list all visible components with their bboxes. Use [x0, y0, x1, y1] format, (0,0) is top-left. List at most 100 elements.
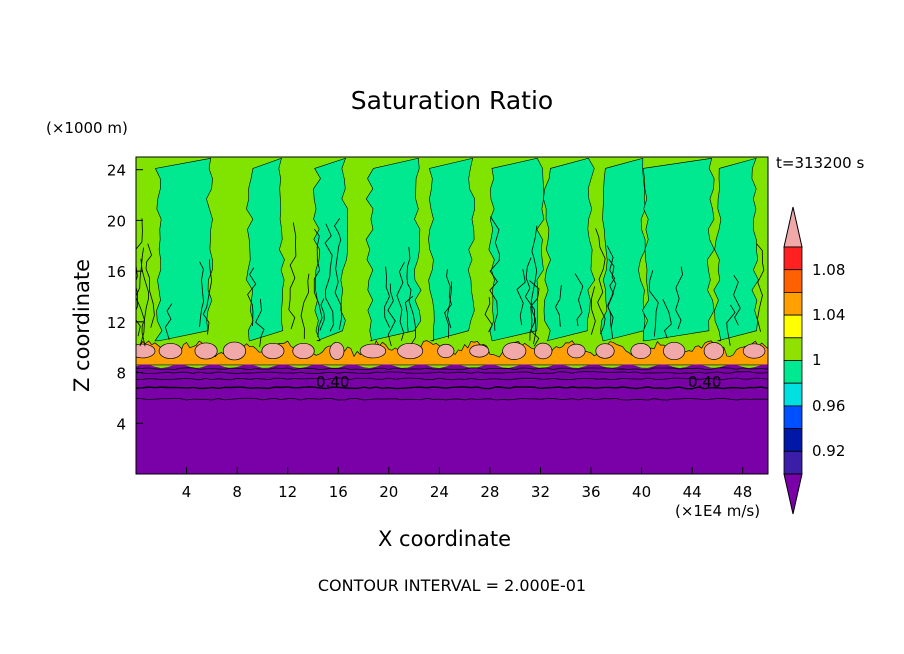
- x-tick-label: 48: [733, 483, 752, 501]
- moist-column: [600, 157, 646, 342]
- supersaturation-cell: [663, 341, 686, 361]
- y-tick-label: 12: [107, 314, 126, 332]
- colorbar-segment: [783, 450, 803, 475]
- contour-line: [516, 269, 526, 326]
- contour-line: [529, 280, 540, 347]
- moist-column: [713, 157, 759, 342]
- colorbar-top-arrow: [783, 206, 803, 248]
- supersaturation-cell: [136, 343, 156, 359]
- supersaturation-cell: [502, 342, 527, 360]
- contour-line: [590, 286, 596, 335]
- contour-line: [484, 297, 493, 333]
- x-axis: 4 8 12 16 20 24 28 32 36 40 44 48: [182, 467, 752, 501]
- supersaturation-cell: [158, 343, 183, 359]
- contour-line: [384, 266, 391, 328]
- supersaturation-cell: [292, 342, 315, 360]
- x-tick-label: 16: [329, 483, 348, 501]
- plot-frame: [135, 156, 769, 475]
- x-axis-units: (×1E4 m/s): [675, 502, 761, 520]
- colorbar-segment: [783, 291, 803, 316]
- contour-line: [406, 246, 416, 345]
- contour-line: [145, 243, 155, 328]
- supersaturation-cell: [742, 343, 766, 359]
- contour-line: [675, 266, 683, 330]
- moist-column: [428, 157, 476, 342]
- y-tick-label: 8: [116, 365, 126, 383]
- colorbar-segment: [783, 360, 803, 384]
- x-tick-label: 12: [278, 483, 297, 501]
- contour-interval-note: CONTOUR INTERVAL = 2.000E-01: [317, 576, 587, 595]
- colorbar-segment: [783, 269, 803, 293]
- supersaturation-cell: [469, 344, 490, 358]
- supersaturation-cell: [437, 343, 455, 359]
- contour-line: [255, 298, 265, 348]
- colorbar-label: 1: [812, 351, 822, 369]
- contour-line: [288, 222, 297, 330]
- contour-line: [606, 245, 616, 329]
- y-axis: 4 8 12 16 20 24: [107, 162, 143, 433]
- supersaturation-cell: [261, 342, 285, 360]
- contour-line: [574, 273, 584, 327]
- supersaturation-cell: [533, 342, 553, 360]
- x-tick-label: 36: [581, 483, 600, 501]
- x-tick-label: 40: [632, 483, 651, 501]
- moist-column: [313, 157, 349, 342]
- moist-column: [642, 157, 715, 342]
- x-tick-label: 24: [430, 483, 449, 501]
- contour-line: [595, 228, 606, 335]
- y-axis-units: (×1000 m): [46, 119, 128, 137]
- colorbar-bottom-arrow: [783, 473, 803, 515]
- supersaturation-cell: [397, 342, 424, 360]
- colorbar-label: 0.92: [812, 442, 845, 460]
- x-tick-label: 4: [182, 483, 192, 501]
- contour-field: [136, 157, 768, 474]
- contour-line: [662, 299, 672, 339]
- supersaturation-cell: [329, 342, 345, 360]
- moist-column: [488, 157, 545, 342]
- colorbar-label: 1.08: [812, 261, 845, 279]
- supersaturation-cell: [567, 343, 586, 359]
- contour-line: [199, 261, 204, 327]
- supersaturation-cell: [194, 342, 218, 360]
- supersaturation-cell: [222, 341, 247, 361]
- colorbar-label: 0.96: [812, 397, 845, 415]
- contour-line: [530, 225, 538, 345]
- supersaturation-cell: [359, 343, 387, 359]
- contour-line: [387, 283, 396, 347]
- x-tick-label: 32: [531, 483, 550, 501]
- contour-line: [319, 298, 325, 331]
- contour-line: [733, 275, 741, 326]
- contour-line: [136, 386, 768, 390]
- contour-line: [136, 367, 768, 371]
- contour-line: [324, 223, 334, 332]
- time-label: t=313200 s: [776, 154, 865, 172]
- chart-title: Saturation Ratio: [350, 86, 554, 115]
- supersaturation-cell: [703, 342, 725, 360]
- dry-lower-layer: [136, 364, 768, 474]
- colorbar-label: 1.04: [812, 306, 845, 324]
- colorbar-segment: [783, 246, 803, 271]
- y-tick-label: 20: [107, 212, 126, 230]
- colorbar-segment: [783, 337, 803, 361]
- contour-line: [300, 273, 310, 340]
- colorbar-segment: [783, 428, 803, 452]
- y-tick-label: 24: [107, 162, 126, 180]
- contour-line: [247, 267, 257, 326]
- contour-line: [726, 304, 736, 346]
- supersaturation-cell: [630, 343, 652, 359]
- contour-line: [140, 258, 149, 347]
- contour-line: [136, 371, 768, 374]
- contour-label: 0.40: [316, 373, 349, 391]
- contour-line: [136, 377, 768, 381]
- x-tick-label: 28: [480, 483, 499, 501]
- moist-column: [246, 157, 285, 342]
- contour-line: [136, 397, 768, 401]
- colorbar-segment: [783, 314, 803, 339]
- contour-line: [555, 285, 562, 327]
- colorbar-segment: [783, 382, 803, 407]
- contour-line: [404, 295, 414, 333]
- contour-line: [489, 216, 500, 331]
- colorbar-segment: [783, 405, 803, 429]
- x-tick-label: 44: [683, 483, 702, 501]
